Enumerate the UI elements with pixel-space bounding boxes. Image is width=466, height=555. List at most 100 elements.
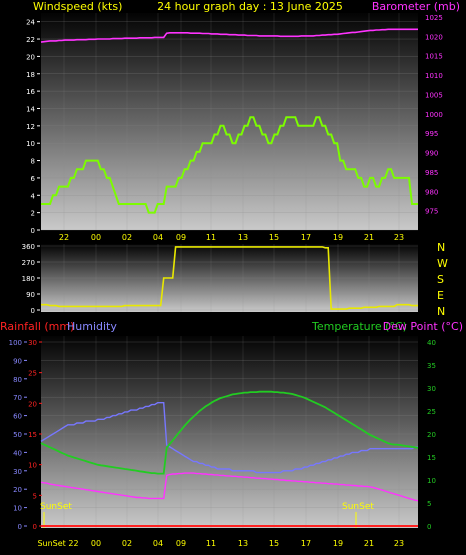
- hour-tick-label: 09: [176, 539, 186, 548]
- humidity-tick-label: 90: [13, 357, 22, 365]
- rainfall-tick-label: 10: [28, 462, 37, 470]
- hour-tick-label: 19: [333, 233, 343, 242]
- temperature-tick-label: 30: [427, 385, 436, 393]
- humidity-tick-label: 60: [13, 413, 22, 421]
- temp-plot-area: [41, 336, 418, 528]
- barometer-axis-title: Barometer (mb): [372, 0, 460, 13]
- compass-label: N: [437, 305, 445, 318]
- temperature-series-line: [40, 390, 419, 475]
- rainfall-tick-label: 25: [28, 370, 37, 378]
- windspeed-tick-label: 6: [31, 175, 36, 183]
- windspeed-tick-label: 18: [26, 71, 35, 79]
- barometer-tick-label: 995: [425, 130, 438, 138]
- barometer-tick-label: 990: [425, 150, 438, 158]
- rainfall-axis-title: Rainfall (mm): [0, 320, 74, 333]
- windspeed-tick-label: 16: [26, 88, 35, 96]
- windspeed-tick-label: 0: [31, 227, 35, 235]
- barometer-tick-label: 1005: [425, 91, 443, 99]
- windspeed-tick-label: 12: [26, 123, 35, 131]
- barometer-tick-label: 1010: [425, 72, 443, 80]
- hour-tick-label: 09: [176, 233, 186, 242]
- hour-tick-label: 21: [364, 539, 374, 548]
- humidity-tick-label: 80: [13, 376, 22, 384]
- barometer-tick-label: 1025: [425, 14, 443, 22]
- direction-tick-label: 360: [22, 243, 35, 251]
- temperature-tick-label: 10: [427, 477, 436, 485]
- temperature-tick-label: 20: [427, 431, 436, 439]
- hour-tick-label: 21: [364, 233, 374, 242]
- humidity-tick-label: 70: [13, 394, 22, 402]
- hour-tick-label: 23: [394, 233, 404, 242]
- windspeed-series-line: [41, 116, 418, 214]
- compass-label: E: [437, 289, 444, 302]
- temperature-axis-title: Temperature (°C): [311, 320, 407, 333]
- sunset-label-right: SunSet: [342, 502, 374, 512]
- sunset-label-left: SunSet: [40, 502, 72, 512]
- hour-tick-label: 17: [301, 233, 311, 242]
- wind-plot-area: [41, 13, 418, 230]
- rainfall-tick-label: 5: [33, 492, 37, 500]
- humidity-series-line: [40, 402, 418, 474]
- temperature-tick-label: 25: [427, 408, 436, 416]
- hour-tick-label: 23: [394, 539, 404, 548]
- wind-barometer-panel: Windspeed (kts) 24 hour graph day : 13 J…: [26, 0, 460, 242]
- rainfall-tick-label: 0: [33, 523, 37, 531]
- graph-title: 24 hour graph day : 13 June 2025: [157, 0, 343, 13]
- hour-tick-label: 13: [238, 539, 248, 548]
- dewpoint-axis-title: Dew Point (°C): [383, 320, 463, 333]
- temperature-tick-label: 0: [427, 523, 431, 531]
- direction-tick-label: 270: [22, 259, 35, 267]
- humidity-tick-label: 30: [13, 468, 22, 476]
- windspeed-tick-label: 20: [26, 53, 35, 61]
- rainfall-tick-label: 20: [28, 400, 37, 408]
- hour-tick-label: 04: [153, 539, 163, 548]
- humidity-tick-label: 50: [13, 431, 22, 439]
- humidity-tick-label: 10: [13, 505, 22, 513]
- compass-label: S: [437, 273, 444, 286]
- windspeed-tick-label: 22: [26, 36, 35, 44]
- barometer-series-line: [40, 28, 418, 43]
- direction-plot-area: [41, 244, 418, 312]
- humidity-tick-label: 0: [18, 523, 22, 531]
- windspeed-tick-label: 4: [31, 192, 36, 200]
- rainfall-tick-label: 30: [28, 339, 37, 347]
- temperature-tick-label: 35: [427, 362, 436, 370]
- humidity-tick-label: 40: [13, 449, 22, 457]
- temperature-tick-label: 5: [427, 500, 431, 508]
- windspeed-tick-label: 14: [26, 105, 35, 113]
- hour-tick-label: 00: [91, 233, 101, 242]
- humidity-tick-label: 100: [9, 339, 22, 347]
- direction-tick-label: 0: [31, 307, 35, 315]
- barometer-tick-label: 985: [425, 169, 438, 177]
- windspeed-axis-title: Windspeed (kts): [33, 0, 122, 13]
- hour-tick-label: 00: [91, 539, 101, 548]
- windspeed-tick-label: 10: [26, 140, 35, 148]
- compass-label: W: [437, 257, 448, 270]
- barometer-tick-label: 1000: [425, 111, 443, 119]
- hour-tick-label: 19: [333, 539, 343, 548]
- hour-tick-label: 02: [122, 233, 132, 242]
- temp-humidity-panel: Rainfall (mm) Humidity Temperature (°C) …: [0, 320, 463, 548]
- compass-label: N: [437, 241, 445, 254]
- hour-tick-label: 17: [301, 539, 311, 548]
- dewpoint-series-line: [40, 472, 419, 502]
- hour-tick-label: 15: [269, 233, 279, 242]
- barometer-tick-label: 975: [425, 208, 438, 216]
- rainfall-tick-label: 15: [28, 431, 37, 439]
- humidity-tick-label: 20: [13, 486, 22, 494]
- hour-tick-label: 22: [59, 233, 69, 242]
- temperature-tick-label: 40: [427, 339, 436, 347]
- hour-tick-label: 13: [238, 233, 248, 242]
- hour-tick-label: 11: [206, 233, 216, 242]
- wind-direction-series-line: [41, 246, 418, 310]
- hour-tick-label: 15: [269, 539, 279, 548]
- direction-tick-label: 90: [26, 291, 35, 299]
- barometer-tick-label: 980: [425, 188, 438, 196]
- temperature-tick-label: 15: [427, 454, 436, 462]
- hour-tick-label: 02: [122, 539, 132, 548]
- windspeed-tick-label: 8: [31, 158, 35, 166]
- hour-tick-label: SunSet 22: [37, 539, 78, 548]
- humidity-axis-title: Humidity: [67, 320, 117, 333]
